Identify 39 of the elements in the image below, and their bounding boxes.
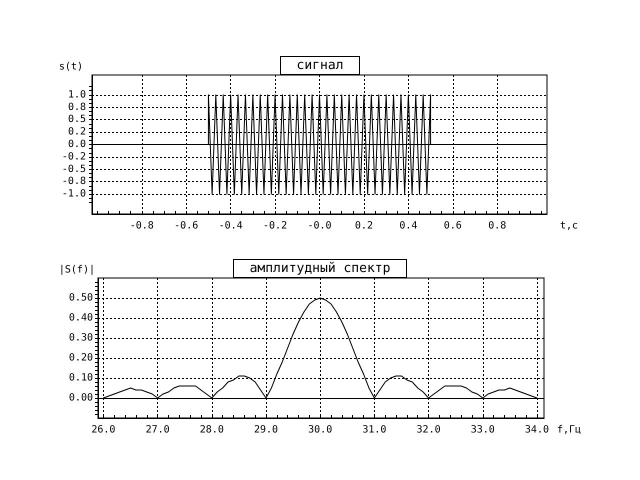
x-axis-title: t,с [560,220,578,232]
x-tick-label: -0.4 [218,220,243,232]
y-tick-label: -0.2 [62,151,86,162]
y-tick-label: -0.8 [62,176,86,188]
y-tick-label: 0.00 [68,392,93,404]
x-tick-label: 34.0 [524,424,549,436]
y-tick-label: 0.20 [68,352,93,364]
x-tick-label: 27.0 [146,424,170,436]
y-tick-label: 0.5 [68,114,86,126]
x-tick-label: -0.6 [174,220,198,232]
x-tick-label: -0.2 [263,220,288,232]
x-tick-label: 0.6 [444,220,462,232]
y-tick-label: 0.10 [68,372,93,384]
x-axis-title: f,Гц [557,424,582,436]
y-axis-title: |S(f)| [58,264,95,276]
chart-title: амплитудный спектр [250,261,391,276]
y-tick-label: 0.50 [68,292,93,304]
chart-title: сигнал [296,58,344,73]
y-tick-label: 0.30 [68,332,93,344]
y-axis-title: s(t) [58,62,83,72]
x-tick-label: 0.2 [354,220,373,232]
x-tick-label: 0.4 [399,220,418,232]
x-tick-label: 31.0 [362,424,386,436]
x-tick-label: 28.0 [200,424,224,436]
x-tick-label: 0.8 [488,220,506,232]
y-tick-label: 1.0 [68,89,86,100]
x-tick-label: 30.0 [308,424,332,436]
y-tick-label: -1.0 [62,188,86,200]
x-tick-label: 29.0 [254,424,278,436]
x-tick-label: 26.0 [91,424,116,436]
x-tick-label: -0.0 [307,220,332,232]
x-tick-label: 32.0 [416,424,441,436]
y-tick-label: 0.0 [68,139,86,150]
y-tick-label: 0.40 [68,312,93,324]
y-tick-label: 0.2 [68,126,86,138]
x-tick-label: -0.8 [130,220,154,232]
x-tick-label: 33.0 [470,424,495,436]
y-tick-label: 0.8 [68,102,86,113]
y-tick-label: -0.5 [62,164,86,175]
